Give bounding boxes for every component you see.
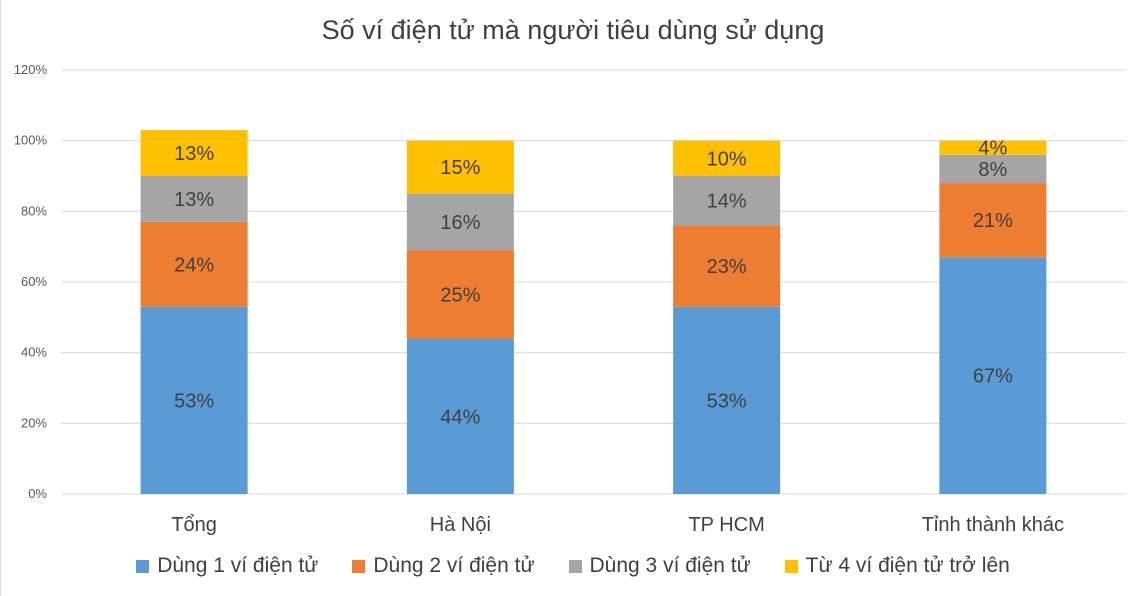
data-label: 14%: [707, 191, 747, 213]
legend-swatch: [352, 559, 366, 573]
legend: Dùng 1 ví điện tử Dùng 2 ví điện tử Dùng 3…: [1, 554, 1144, 578]
bar-segment: [673, 306, 781, 494]
x-category-label: Tỉnh thành khác: [922, 514, 1064, 536]
legend-item: Từ 4 ví điện tử trở lên: [784, 554, 1010, 578]
bar-segment: [939, 140, 1047, 155]
data-label: 16%: [440, 212, 480, 234]
y-tick-label: 100%: [14, 133, 48, 148]
legend-label: Từ 4 ví điện tử trở lên: [805, 554, 1010, 577]
data-label: 10%: [707, 148, 747, 170]
data-label: 23%: [707, 256, 747, 278]
y-tick-label: 60%: [21, 274, 47, 289]
legend-label: Dùng 2 ví điện tử: [373, 554, 535, 577]
bar-segment: [673, 176, 781, 226]
bar-segment: [406, 140, 514, 194]
data-label: 13%: [174, 189, 214, 211]
data-label: 53%: [174, 390, 214, 412]
x-category-label: Hà Nội: [430, 514, 491, 536]
y-tick-label: 40%: [21, 345, 47, 360]
x-category-label: TP HCM: [688, 514, 764, 536]
legend-swatch: [784, 559, 798, 573]
data-label: 8%: [978, 159, 1007, 181]
legend-swatch: [136, 559, 150, 573]
bar-segment: [140, 130, 248, 176]
y-tick-label: 20%: [21, 415, 47, 430]
data-label: 44%: [440, 406, 480, 428]
bar-segment: [673, 225, 781, 307]
y-tick-label: 80%: [21, 203, 47, 218]
legend-item: Dùng 2 ví điện tử: [352, 554, 535, 578]
data-label: 21%: [973, 210, 1013, 232]
y-tick-label: 0%: [28, 486, 47, 501]
bar-segment: [140, 306, 248, 494]
bar-segment: [939, 154, 1047, 184]
legend-swatch: [568, 559, 582, 573]
data-label: 15%: [440, 157, 480, 179]
data-label: 24%: [174, 254, 214, 276]
data-label: 13%: [174, 143, 214, 165]
x-category-label: Tổng: [171, 514, 217, 536]
legend-item: Dùng 1 ví điện tử: [136, 554, 318, 578]
bar-segment: [406, 193, 514, 251]
data-label: 25%: [440, 284, 480, 306]
bar-segment: [939, 257, 1047, 494]
legend-label: Dùng 3 ví điện tử: [589, 554, 751, 577]
data-label: 53%: [707, 390, 747, 412]
legend-item: Dùng 3 ví điện tử: [568, 554, 751, 578]
data-label: 4%: [978, 138, 1007, 160]
bar-segment: [406, 338, 514, 494]
legend-label: Dùng 1 ví điện tử: [157, 554, 319, 577]
bar-segment: [406, 250, 514, 339]
data-label: 67%: [973, 366, 1013, 388]
chart-title: Số ví điện tử mà người tiêu dùng sử dụng: [321, 15, 825, 45]
bar-segment: [673, 140, 781, 176]
bar-segment: [140, 176, 248, 222]
bar-segment: [140, 221, 248, 307]
bar-segment: [939, 183, 1047, 258]
y-tick-label: 120%: [14, 62, 48, 77]
